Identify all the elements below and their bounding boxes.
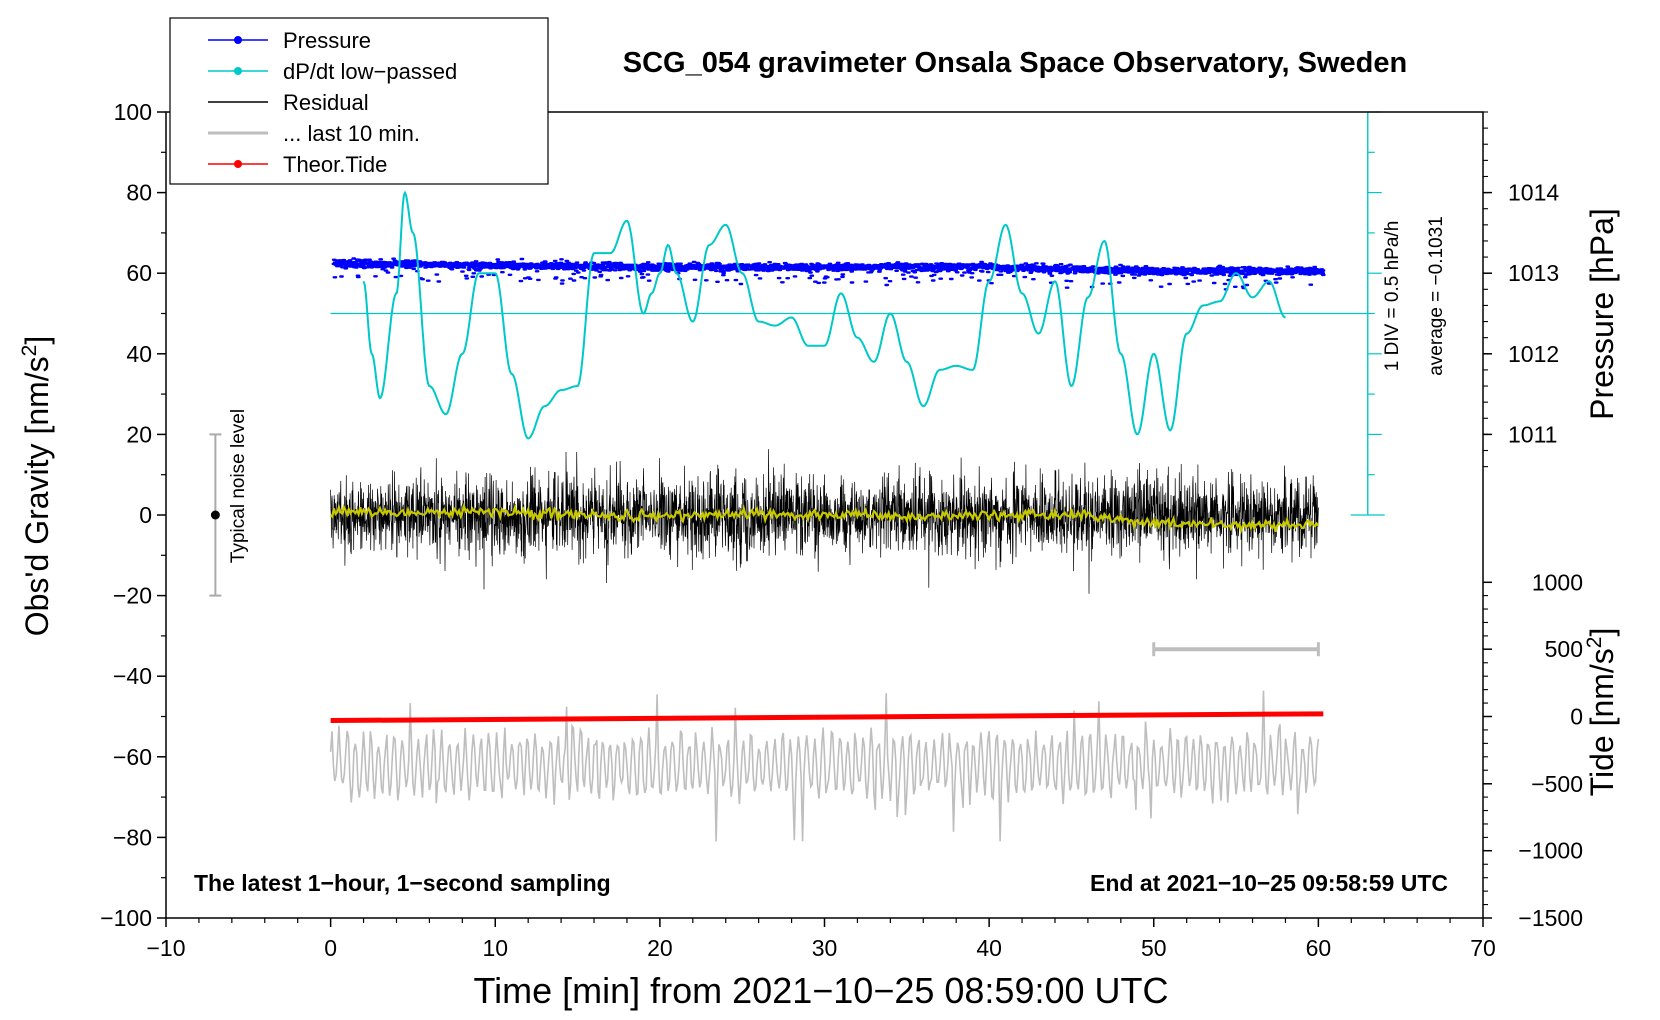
x-tick-label: 70 — [1470, 935, 1496, 961]
legend-box — [169, 17, 549, 185]
legend-label: Theor.Tide — [283, 152, 387, 177]
legend-label: Pressure — [283, 28, 371, 53]
y-axis-label-pressure: Pressure [hPa] — [1584, 208, 1620, 420]
pressure-tick-label: 1013 — [1508, 260, 1559, 286]
tide-tick-label: −500 — [1531, 771, 1583, 797]
y-axis-label-tide: Tide [nm/s2] — [1583, 628, 1620, 797]
legend-label: dP/dt low−passed — [283, 59, 457, 84]
last-10-min-line — [329, 690, 1320, 842]
dpdt-line — [362, 190, 1286, 440]
y-tick-label: −40 — [113, 663, 152, 689]
y-tick-label: −100 — [100, 905, 152, 931]
tide-tick-label: −1500 — [1518, 905, 1583, 931]
dpdt-scale-label: 1 DIV = 0.5 hPa/h — [1382, 221, 1403, 372]
y-tick-label: 80 — [126, 180, 152, 206]
tide-tick-label: 0 — [1570, 704, 1583, 730]
x-tick-label: −10 — [146, 935, 185, 961]
legend-label: Residual — [283, 90, 369, 115]
x-axis-label: Time [min] from 2021−10−25 08:59:00 UTC — [473, 970, 1168, 1011]
noise-level-label: Typical noise level — [228, 409, 249, 563]
legend-label: ... last 10 min. — [283, 121, 420, 146]
y-tick-label: −20 — [113, 583, 152, 609]
legend-marker — [234, 67, 242, 75]
legend-marker — [234, 160, 242, 168]
tide-tick-label: 1000 — [1532, 569, 1583, 595]
x-tick-label: 20 — [647, 935, 673, 961]
tide-tick-label: −1000 — [1518, 838, 1583, 864]
end-time-annotation: End at 2021−10−25 09:58:59 UTC — [1090, 870, 1448, 896]
x-tick-label: 0 — [324, 935, 337, 961]
plot-layer — [209, 111, 1385, 842]
x-tick-label: 30 — [812, 935, 838, 961]
legend-marker — [234, 36, 242, 44]
y-tick-label: 40 — [126, 341, 152, 367]
chart-title: SCG_054 gravimeter Onsala Space Observat… — [623, 47, 1407, 79]
y-tick-label: 0 — [139, 502, 152, 528]
x-tick-label: 50 — [1141, 935, 1167, 961]
y-tick-label: 20 — [126, 421, 152, 447]
y-tick-label: 100 — [114, 99, 152, 125]
tide-tick-label: 500 — [1545, 636, 1583, 662]
residual-smoothed-line — [329, 501, 1320, 535]
x-tick-label: 60 — [1306, 935, 1332, 961]
pressure-tick-label: 1011 — [1508, 421, 1557, 447]
theor-tide-line — [330, 711, 1324, 724]
pressure-tick-label: 1014 — [1508, 180, 1559, 206]
y-tick-label: −80 — [113, 824, 152, 850]
y-axis-label-gravity: Obs'd Gravity [nm/s2] — [18, 336, 55, 637]
legend: Pressure dP/dt low−passed Residual ... last… — [169, 17, 549, 185]
x-tick-label: 10 — [482, 935, 508, 961]
residual-line — [330, 449, 1319, 594]
noise-level-marker — [210, 510, 220, 520]
dpdt-average-label: average = −0.1031 — [1426, 216, 1447, 376]
y-tick-label: 60 — [126, 260, 152, 286]
pressure-tick-label: 1012 — [1508, 341, 1559, 367]
axes-layer: −10 0 10 20 30 40 50 60 70100806040200−20−40−60−… — [100, 99, 1583, 961]
sampling-annotation: The latest 1−hour, 1−second sampling — [194, 870, 611, 896]
y-tick-label: −60 — [113, 744, 152, 770]
x-tick-label: 40 — [976, 935, 1002, 961]
pressure-points — [331, 257, 1326, 291]
